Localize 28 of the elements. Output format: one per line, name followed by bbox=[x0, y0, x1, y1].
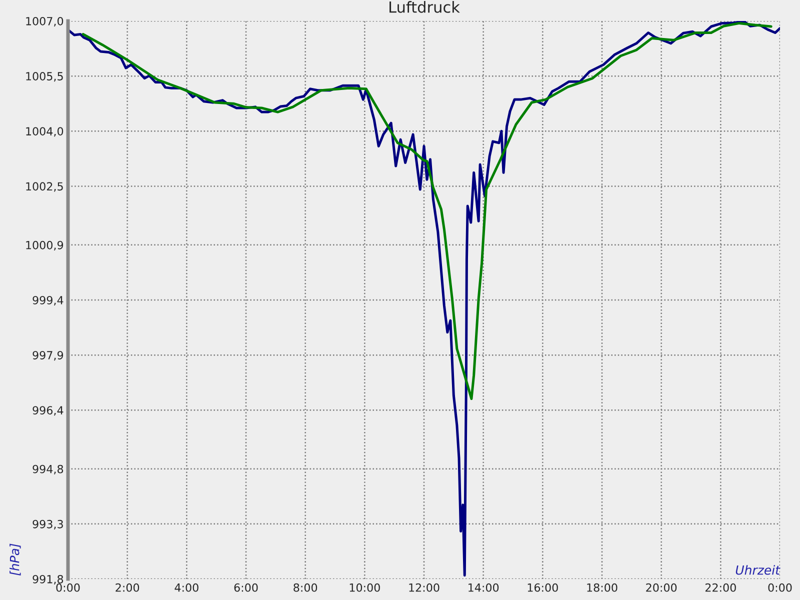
x-tick-label: 10:00 bbox=[350, 583, 380, 592]
y-tick-label: 1004,0 bbox=[26, 127, 64, 137]
x-tick-label: 6:00 bbox=[234, 583, 258, 592]
x-axis-title: Uhrzeit bbox=[736, 565, 780, 575]
chart-title: Luftdruck bbox=[390, 1, 460, 13]
y-tick-label: 1000,9 bbox=[26, 240, 64, 250]
y-tick-label: 991,8 bbox=[32, 574, 64, 585]
x-tick-label: 20:00 bbox=[646, 583, 677, 592]
x-tick-label: 2:00 bbox=[116, 583, 140, 592]
x-tick-label: 8:00 bbox=[294, 583, 318, 592]
x-tick-label: 0:00 bbox=[56, 583, 80, 592]
x-tick-label: 12:00 bbox=[409, 583, 440, 592]
x-tick-label: 0:00 bbox=[768, 583, 792, 592]
x-tick-label: 16:00 bbox=[528, 583, 558, 592]
y-tick-label: 993,3 bbox=[32, 520, 63, 530]
line-series bbox=[82, 22, 772, 400]
y-tick-label: 999,4 bbox=[32, 296, 64, 306]
y-tick-label: 994,8 bbox=[32, 464, 64, 474]
x-tick-label: 14:00 bbox=[468, 583, 499, 592]
y-tick-label: 1005,5 bbox=[26, 72, 63, 82]
y-axis-title: [hPa] bbox=[10, 544, 21, 576]
y-tick-label: 1002,5 bbox=[26, 182, 63, 192]
x-tick-label: 22:00 bbox=[705, 583, 736, 592]
x-tick-label: 4:00 bbox=[174, 583, 198, 592]
y-tick-label: 1007,0 bbox=[26, 16, 64, 27]
y-tick-label: 997,9 bbox=[32, 351, 64, 361]
x-tick-label: 18:00 bbox=[587, 583, 618, 592]
y-tick-label: 996,4 bbox=[32, 406, 64, 416]
